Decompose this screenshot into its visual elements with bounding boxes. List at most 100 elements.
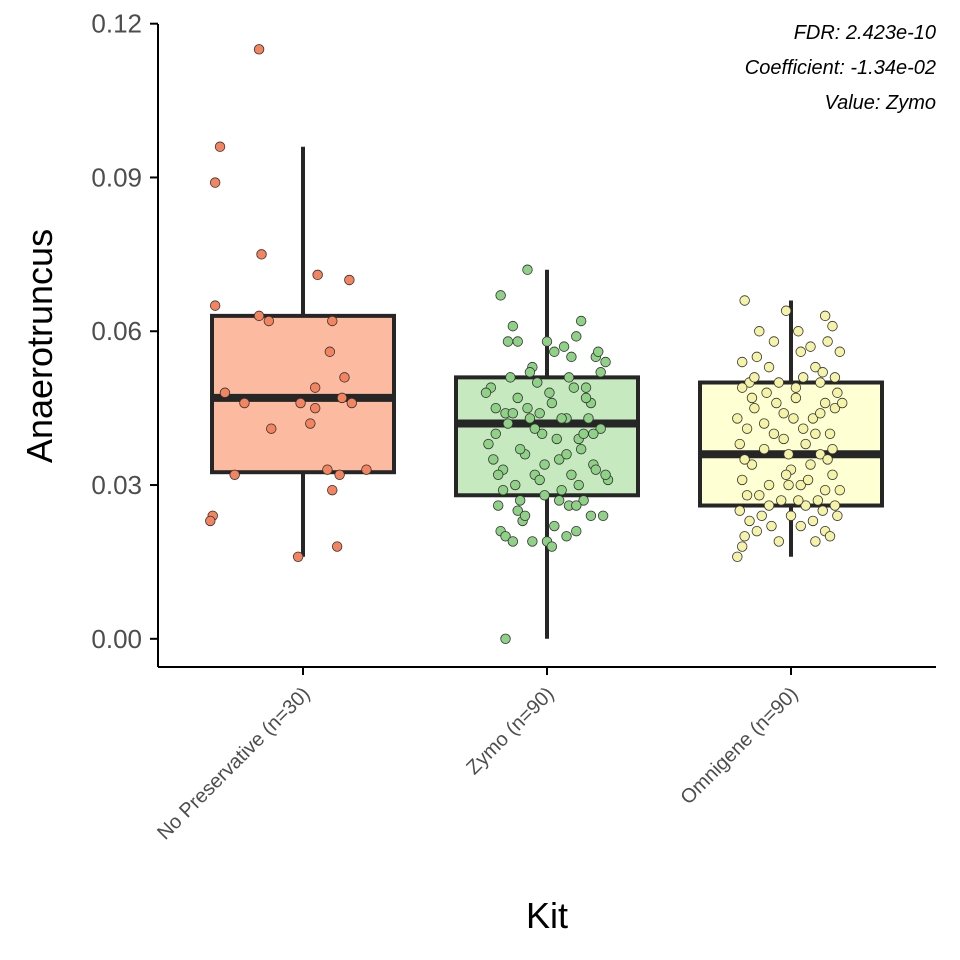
data-point [327,315,338,327]
y-tick-label: 0.03 [91,470,142,500]
data-point [524,413,536,424]
data-point [312,269,323,281]
data-point [522,402,533,414]
data-point [795,479,806,491]
data-point [751,525,763,537]
data-point [346,397,358,409]
data-point [737,474,748,486]
data-point [822,336,833,347]
data-point [793,495,804,506]
data-point [588,428,599,439]
data-point [810,428,821,439]
data-point [778,433,789,445]
data-point [810,361,821,373]
data-point [575,315,587,327]
data-point [527,536,538,547]
data-point [595,367,606,378]
data-point [763,361,775,373]
data-point [539,459,550,470]
data-point [763,479,775,491]
data-point [732,413,743,424]
data-point [305,418,316,429]
data-point [776,495,787,506]
box-group-2 [454,264,640,645]
data-point [739,454,750,465]
data-point [807,413,819,424]
data-point [732,551,743,562]
data-point [322,464,333,475]
data-point [741,490,753,501]
data-point [505,372,516,383]
data-point [798,423,809,434]
data-point [783,449,794,460]
data-point [532,377,543,388]
data-point [568,382,580,393]
data-point [754,326,765,337]
data-point [790,392,802,404]
data-point [497,484,509,496]
data-point [571,331,582,342]
data-point [824,531,836,542]
annotation-value: Value: Zymo [824,92,936,114]
data-point [798,372,809,383]
data-point [556,413,567,424]
data-point [566,351,577,363]
data-point [822,454,833,465]
data-point [549,520,560,532]
data-point [493,469,504,480]
data-point [800,438,811,450]
y-axis-title: Anaerotruncus [19,229,60,463]
data-point [512,392,523,404]
data-point [580,392,592,404]
data-point [493,500,504,511]
data-point [829,372,841,383]
data-point [800,500,811,511]
data-point [512,336,523,347]
data-point [480,387,492,398]
data-point [219,387,231,398]
data-point [834,346,846,357]
data-point [783,479,794,491]
data-point [500,633,511,645]
data-point [334,469,345,480]
data-point [815,408,826,419]
data-point [827,469,838,480]
data-point [788,413,799,424]
data-point [773,536,785,547]
data-point [522,264,533,275]
data-point [507,408,519,419]
data-point [829,402,841,414]
data-point [502,418,514,429]
data-point [805,459,816,470]
data-point [551,433,562,445]
data-point [214,141,226,152]
data-point [590,464,602,475]
x-axis-title: Kit [526,895,568,936]
x-tick-label: No Preservative (n=30) [153,683,314,844]
data-point [734,505,745,516]
data-point [790,382,802,393]
data-point [536,428,548,439]
data-point [756,510,767,521]
data-point [534,474,545,486]
data-point [209,300,221,311]
data-point [805,341,816,352]
data-point [310,402,321,414]
data-point [556,484,567,496]
data-point [205,515,216,527]
data-point [795,346,806,357]
data-point [768,428,780,439]
data-point [780,469,792,480]
data-point [583,413,594,424]
data-point [544,387,555,398]
data-point [754,490,765,501]
data-point [239,397,250,409]
data-point [739,295,750,306]
data-point [512,505,523,516]
data-point [554,454,565,465]
data-point [495,290,506,301]
data-point [256,249,267,260]
data-point [541,336,553,347]
data-point [597,510,609,521]
